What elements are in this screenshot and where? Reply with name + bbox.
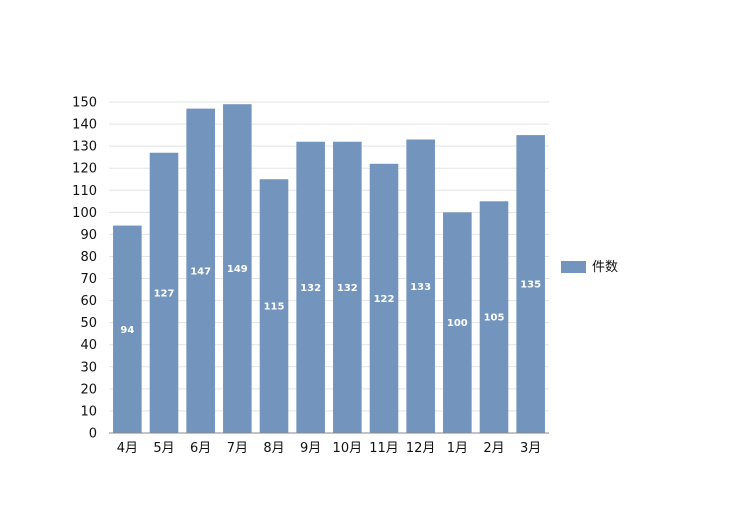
- legend: 件数: [561, 260, 618, 275]
- y-tick-label: 50: [80, 316, 97, 331]
- data-label: 135: [520, 280, 541, 291]
- y-tick-label: 100: [72, 206, 97, 221]
- data-label: 122: [374, 294, 395, 305]
- gridlines: [109, 101, 549, 412]
- y-tick-label: 10: [80, 404, 97, 419]
- y-tick-label: 140: [72, 118, 97, 133]
- y-tick-label: 40: [80, 338, 97, 353]
- legend-label: 件数: [592, 260, 618, 275]
- y-tick-label: 70: [80, 272, 97, 287]
- x-tick-label: 5月: [153, 441, 174, 456]
- x-tick-label: 4月: [117, 441, 138, 456]
- bar: [259, 179, 289, 433]
- data-label: 147: [190, 266, 211, 277]
- x-tick-label: 8月: [263, 441, 284, 456]
- y-tick-label: 30: [80, 360, 97, 375]
- x-tick-label: 7月: [227, 441, 248, 456]
- y-tick-label: 60: [80, 294, 97, 309]
- y-tick-label: 20: [80, 382, 97, 397]
- y-tick-label: 0: [89, 427, 97, 442]
- bar: [479, 201, 509, 433]
- bar: [516, 135, 545, 433]
- data-label: 149: [227, 264, 248, 275]
- bar: [406, 139, 435, 433]
- bar: [443, 212, 472, 433]
- y-tick-label: 90: [80, 228, 97, 243]
- bar: [223, 104, 252, 433]
- y-tick-label: 130: [72, 140, 97, 155]
- bar: [369, 163, 399, 433]
- y-tick-label: 150: [72, 96, 97, 111]
- x-tick-label: 10月: [333, 441, 363, 456]
- x-tick-label: 1月: [447, 441, 468, 456]
- data-label: 132: [300, 283, 321, 294]
- x-tick-label: 2月: [483, 441, 504, 456]
- data-label: 105: [484, 313, 505, 324]
- axes: 0 10 20 30 40 50 60 70 80 90 100 110 120 130 140 150 4月 5…: [72, 96, 549, 456]
- data-label: 94: [120, 325, 134, 336]
- legend-swatch: [561, 261, 586, 273]
- y-tick-label: 120: [72, 162, 97, 177]
- data-label: 133: [410, 282, 431, 293]
- data-label: 115: [264, 302, 285, 313]
- data-label: 127: [154, 288, 175, 299]
- x-tick-label: 12月: [406, 441, 436, 456]
- bar: [296, 141, 325, 433]
- bar: [186, 108, 215, 434]
- x-tick-label: 3月: [520, 441, 541, 456]
- x-tick-label: 11月: [369, 441, 399, 456]
- bar: [333, 141, 362, 433]
- bars: 94 127 147 149 115 132 132 122 133 100 105 135: [113, 104, 545, 434]
- data-label: 132: [337, 283, 358, 294]
- y-tick-label: 80: [80, 250, 97, 265]
- bar: [149, 152, 179, 433]
- x-tick-label: 6月: [190, 441, 211, 456]
- bar: [113, 225, 142, 433]
- data-label: 100: [447, 318, 468, 329]
- x-tick-label: 9月: [300, 441, 321, 456]
- y-tick-label: 110: [72, 184, 97, 199]
